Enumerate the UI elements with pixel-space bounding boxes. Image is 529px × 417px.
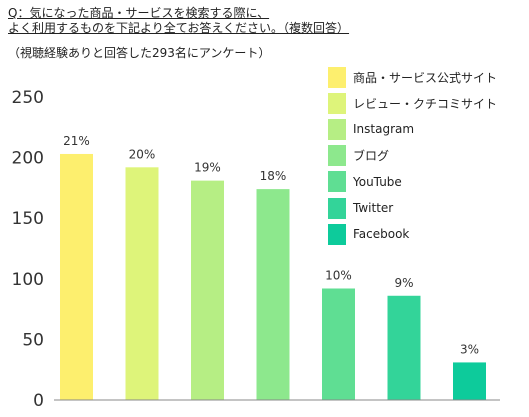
legend-label: 商品・サービス公式サイト <box>353 70 498 85</box>
legend-label: レビュー・クチコミサイト <box>353 96 498 111</box>
legend-swatch <box>328 66 346 88</box>
bar <box>453 362 486 400</box>
y-tick-label: 100 <box>12 270 44 290</box>
y-tick-label: 250 <box>12 88 44 108</box>
legend-swatch <box>328 171 346 193</box>
bar <box>322 288 355 400</box>
bar-data-label: 18% <box>260 169 287 183</box>
y-tick-label: 50 <box>22 330 44 350</box>
legend-item: Facebook <box>328 221 497 247</box>
bar <box>256 189 290 400</box>
survey-subtitle: （視聴経験ありと回答した293名にアンケート） <box>8 46 271 60</box>
legend-label: Instagram <box>353 122 415 137</box>
question-line-1: Q：気になった商品・サービスを検索する際に、 <box>8 6 270 20</box>
legend-item: レビュー・クチコミサイト <box>328 90 497 116</box>
bar <box>191 180 224 400</box>
question-text: Q：気になった商品・サービスを検索する際に、 よく利用するものを下記より全てお答… <box>8 6 349 36</box>
question-line-2: よく利用するものを下記より全てお答えください。（複数回答） <box>8 21 350 35</box>
bar-data-label: 10% <box>325 268 352 282</box>
legend: 商品・サービス公式サイト レビュー・クチコミサイト Instagram ブログ YouT… <box>328 64 497 247</box>
legend-swatch <box>328 118 346 140</box>
bar-data-label: 9% <box>394 276 413 290</box>
legend-swatch <box>328 92 346 114</box>
legend-item: 商品・サービス公式サイト <box>328 64 497 90</box>
bars: 21% 20% 19% 18% 10% 9% 3% <box>60 134 486 400</box>
bar-data-label: 3% <box>460 342 479 356</box>
legend-item: Twitter <box>328 195 497 221</box>
legend-label: YouTube <box>353 174 402 189</box>
legend-label: Facebook <box>353 227 410 242</box>
bar <box>387 295 421 400</box>
bar-data-label: 19% <box>194 161 221 175</box>
legend-swatch <box>328 223 346 245</box>
y-tick-label: 0 <box>33 391 44 411</box>
legend-swatch <box>328 197 346 219</box>
legend-label: ブログ <box>353 149 390 164</box>
bar-data-label: 20% <box>129 147 156 161</box>
y-tick-label: 150 <box>12 209 44 229</box>
legend-label: Twitter <box>353 201 394 216</box>
legend-item: YouTube <box>328 169 497 195</box>
y-axis: 0 50 100 150 200 250 <box>12 88 44 411</box>
legend-item: Instagram <box>328 116 497 142</box>
bar-data-label: 21% <box>63 134 90 148</box>
y-tick-label: 200 <box>12 149 44 169</box>
legend-item: ブログ <box>328 143 497 169</box>
bar <box>60 153 93 400</box>
bar <box>125 167 159 400</box>
legend-swatch <box>328 145 346 167</box>
